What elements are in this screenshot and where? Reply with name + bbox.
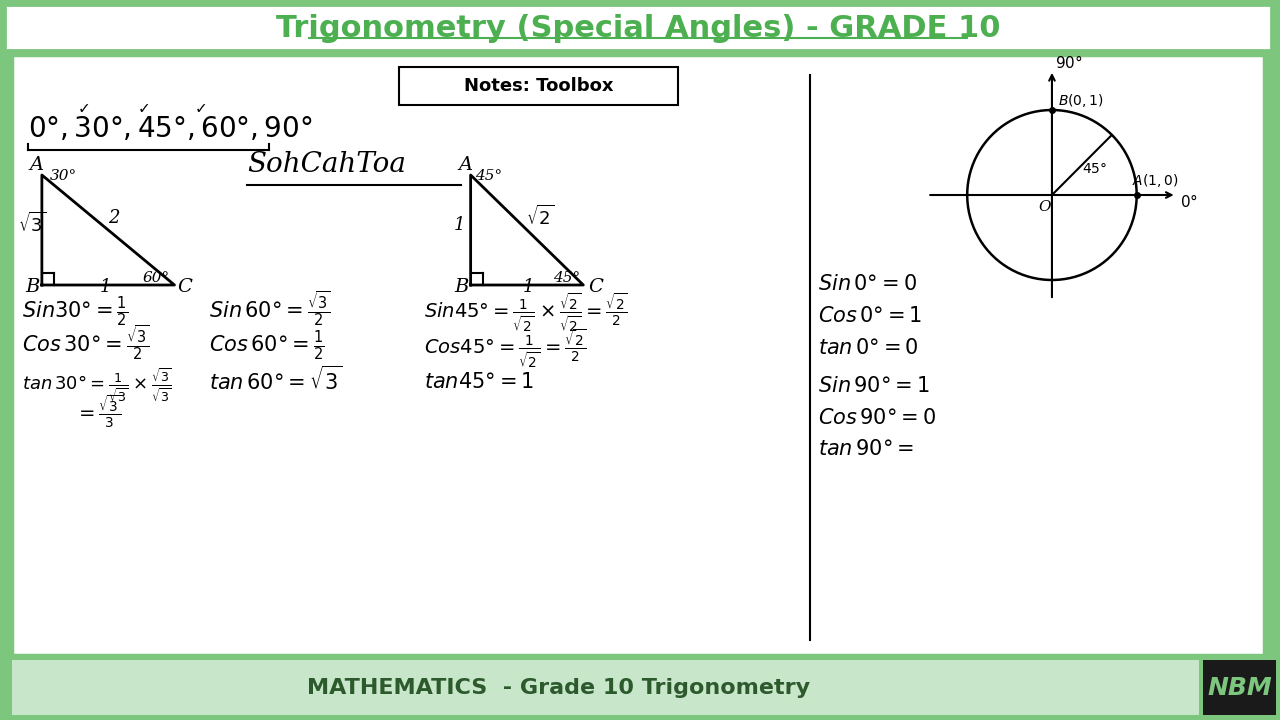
Text: 45°: 45°: [475, 169, 502, 183]
Text: A: A: [29, 156, 44, 174]
Text: ✓: ✓: [78, 101, 91, 116]
Text: ✓: ✓: [138, 101, 150, 116]
Text: $90°$: $90°$: [1055, 54, 1083, 71]
Text: Trigonometry (Special Angles) - GRADE 10: Trigonometry (Special Angles) - GRADE 10: [276, 14, 1001, 42]
Text: $Sin\,60° = \frac{\sqrt{3}}{2}$: $Sin\,60° = \frac{\sqrt{3}}{2}$: [210, 289, 332, 328]
Text: SohCahToa: SohCahToa: [247, 151, 406, 178]
Text: B: B: [454, 278, 468, 296]
Bar: [399, 67, 678, 105]
Text: $tan\,90° =$: $tan\,90° =$: [818, 439, 914, 459]
Bar: [12, 660, 1198, 715]
Text: MATHEMATICS  - Grade 10 Trigonometry: MATHEMATICS - Grade 10 Trigonometry: [307, 678, 810, 698]
Text: $Cos\,60° = \frac{1}{2}$: $Cos\,60° = \frac{1}{2}$: [210, 328, 325, 363]
Text: 2: 2: [108, 209, 119, 227]
Text: A: A: [458, 156, 472, 174]
Text: $tan\,60° = \sqrt{3}$: $tan\,60° = \sqrt{3}$: [210, 366, 343, 394]
Text: $0°$: $0°$: [1180, 193, 1198, 210]
Text: 30°: 30°: [50, 169, 77, 183]
Text: 1: 1: [453, 216, 465, 234]
Text: ✓: ✓: [195, 101, 207, 116]
Text: $0°, 30°, 45°, 60°, 90°$: $0°, 30°, 45°, 60°, 90°$: [28, 115, 312, 143]
Text: $Sin45° = \frac{1}{\sqrt{2}} \times \frac{\sqrt{2}}{\sqrt{2}} = \frac{\sqrt{2}}{: $Sin45° = \frac{1}{\sqrt{2}} \times \fra…: [424, 291, 627, 335]
Text: $tan\,0° = 0$: $tan\,0° = 0$: [818, 338, 919, 358]
Text: $B(0,1)$: $B(0,1)$: [1059, 92, 1103, 109]
Text: $\sqrt{3}$: $\sqrt{3}$: [18, 212, 46, 236]
Text: $tan45° = 1$: $tan45° = 1$: [424, 372, 534, 392]
Text: C: C: [178, 278, 192, 296]
Text: $Cos\,0° = 1$: $Cos\,0° = 1$: [818, 306, 922, 326]
Text: NBM: NBM: [1207, 676, 1272, 700]
Text: $= \frac{\sqrt{3}}{3}$: $= \frac{\sqrt{3}}{3}$: [74, 394, 120, 430]
Text: $\sqrt{2}$: $\sqrt{2}$: [526, 204, 554, 229]
Bar: [5, 5, 1271, 50]
Text: O: O: [1038, 200, 1051, 214]
Bar: [12, 55, 1265, 655]
Text: $A(1,0)$: $A(1,0)$: [1132, 172, 1179, 189]
Text: $tan\,30° = \frac{1}{\sqrt{3}} \times \frac{\sqrt{3}}{\sqrt{3}}$: $tan\,30° = \frac{1}{\sqrt{3}} \times \f…: [22, 366, 172, 404]
Text: 1: 1: [100, 278, 111, 296]
Text: $Cos45° = \frac{1}{\sqrt{2}} = \frac{\sqrt{2}}{2}$: $Cos45° = \frac{1}{\sqrt{2}} = \frac{\sq…: [424, 327, 586, 371]
Text: 60°: 60°: [142, 271, 170, 285]
Text: $Cos\,90° = 0$: $Cos\,90° = 0$: [818, 408, 936, 428]
Text: B: B: [24, 278, 40, 296]
Text: 1: 1: [522, 278, 534, 296]
Text: 45°: 45°: [553, 271, 581, 285]
Text: $45°$: $45°$: [1082, 162, 1107, 176]
Text: C: C: [589, 278, 603, 296]
Text: Notes: Toolbox: Notes: Toolbox: [463, 77, 613, 95]
Text: $Sin30° = \frac{1}{2}$: $Sin30° = \frac{1}{2}$: [22, 294, 128, 329]
Text: $Sin\,0° = 0$: $Sin\,0° = 0$: [818, 274, 916, 294]
Text: $Cos\,30° = \frac{\sqrt{3}}{2}$: $Cos\,30° = \frac{\sqrt{3}}{2}$: [22, 323, 150, 362]
Text: $Sin\,90° = 1$: $Sin\,90° = 1$: [818, 376, 929, 396]
Bar: [1202, 660, 1276, 715]
